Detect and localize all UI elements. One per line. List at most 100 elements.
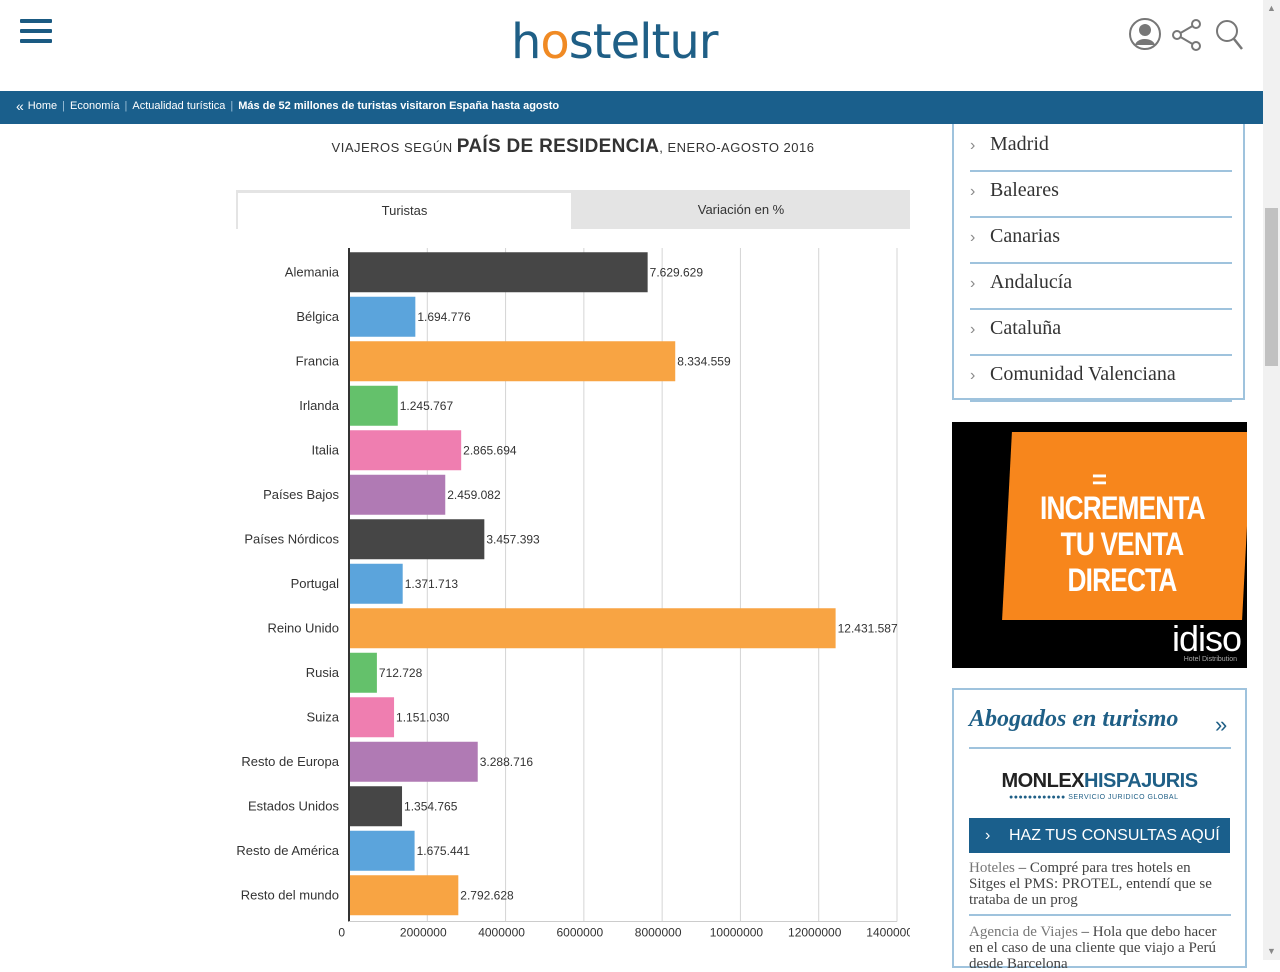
region-item[interactable]: › Andalucía (970, 262, 1232, 310)
tab-turistas[interactable]: Turistas (238, 193, 571, 229)
consultas-button[interactable]: › HAZ TUS CONSULTAS AQUÍ (969, 818, 1230, 853)
breadcrumb-economia[interactable]: Economía (70, 100, 120, 112)
category-label: Estados Unidos (248, 798, 340, 813)
double-chevron-left-icon: « (16, 97, 24, 114)
monlex-logo-sub: ●●●●●●●●●●●● SERVICIO JURIDICO GLOBAL (1009, 794, 1179, 801)
ad-brand: idiso (1171, 618, 1242, 659)
region-item[interactable]: › Baleares (970, 170, 1232, 218)
legal-title[interactable]: Abogados en turismo (969, 706, 1179, 732)
x-tick-label: 4000000 (478, 926, 525, 940)
breadcrumb-home[interactable]: Home (27, 100, 58, 112)
category-label: Irlanda (299, 398, 340, 413)
chevron-right-icon: › (970, 367, 976, 384)
value-label: 1.151.030 (396, 710, 450, 724)
ad-brand-sub: Hotel Distribution (1183, 656, 1237, 663)
x-tick-label: 6000000 (556, 926, 603, 940)
region-label: Cataluña (990, 317, 1062, 339)
divider (969, 747, 1231, 749)
category-label: Portugal (291, 576, 340, 591)
value-label: 8.334.559 (677, 354, 731, 368)
x-tick-label: 0 (338, 926, 345, 940)
menu-icon[interactable] (20, 19, 52, 47)
bar (349, 608, 836, 649)
bar (349, 519, 485, 560)
region-label: Comunidad Valenciana (990, 363, 1176, 385)
bar (349, 474, 446, 515)
breadcrumb-actualidad[interactable]: Actualidad turística (132, 100, 226, 112)
bar (349, 741, 478, 782)
x-tick-label: 2000000 (400, 926, 447, 940)
category-label: Bélgica (296, 309, 339, 324)
value-label: 3.288.716 (480, 755, 534, 769)
value-label: 2.865.694 (463, 443, 517, 457)
share-icon[interactable] (1170, 17, 1204, 51)
category-label: Países Nórdicos (244, 531, 339, 546)
scroll-down-icon[interactable]: ▼ (1267, 946, 1276, 956)
legal-box: Abogados en turismo » MONLEXHISPAJURIS ●… (952, 688, 1247, 972)
region-item[interactable]: › Comunidad Valenciana (970, 354, 1232, 402)
chart-tabs: Turistas Variación en % (236, 190, 910, 229)
category-label: Italia (312, 442, 340, 457)
ad-banner[interactable]: = INCREMENTA TU VENTA DIRECTA idiso Hote… (952, 422, 1247, 668)
breadcrumb-separator: | (62, 100, 65, 112)
bar (349, 652, 377, 693)
category-label: Países Bajos (263, 487, 339, 502)
site-logo[interactable]: hosteltur (511, 14, 718, 70)
region-item[interactable]: › Cataluña (970, 308, 1232, 356)
scrollbar-thumb[interactable] (1265, 208, 1278, 366)
breadcrumb: « Home | Economía | Actualidad turística… (0, 91, 1263, 124)
value-label: 7.629.629 (650, 265, 704, 279)
value-label: 1.675.441 (417, 844, 471, 858)
scroll-up-icon[interactable]: ▲ (1267, 3, 1276, 13)
bar (349, 341, 676, 382)
category-label: Suiza (306, 709, 339, 724)
category-label: Alemania (285, 264, 340, 279)
bar (349, 830, 415, 871)
value-label: 3.457.393 (486, 532, 540, 546)
bar (349, 252, 648, 293)
category-label: Francia (296, 353, 340, 368)
chevron-right-icon: › (970, 229, 976, 246)
region-label: Andalucía (990, 271, 1073, 293)
x-tick-label: 14000000 (866, 926, 910, 940)
legal-entry[interactable]: Agencia de Viajes – Hola que debo hacer … (969, 924, 1217, 972)
bar (349, 563, 403, 604)
category-label: Reino Unido (267, 620, 339, 635)
value-label: 712.728 (379, 666, 423, 680)
monlex-logo[interactable]: MONLEXHISPAJURIS (1001, 770, 1198, 792)
page-scrollbar[interactable]: ▲ ▼ (1263, 0, 1280, 960)
category-label: Resto de Europa (241, 754, 339, 769)
breadcrumb-separator: | (230, 100, 234, 112)
chevron-right-icon: › (970, 183, 976, 200)
value-label: 1.245.767 (400, 399, 454, 413)
bar (349, 875, 459, 916)
bar (349, 786, 403, 827)
region-item[interactable]: › Madrid (970, 124, 1232, 172)
search-icon[interactable] (1212, 17, 1246, 51)
breadcrumb-separator: | (124, 100, 128, 112)
chevron-right-icon: › (970, 275, 976, 292)
ad-mark: = (1091, 464, 1108, 494)
value-label: 1.354.765 (404, 799, 458, 813)
legal-entry[interactable]: Hoteles – Compré para tres hotels en Sit… (969, 860, 1212, 908)
regions-list: › Madrid › Baleares › Canarias › Andalucía › Cata… (952, 124, 1245, 402)
bar (349, 385, 398, 426)
user-icon[interactable] (1128, 17, 1162, 51)
x-tick-label: 8000000 (635, 926, 682, 940)
bar (349, 697, 395, 738)
divider (969, 914, 1231, 916)
breadcrumb-current: Más de 52 millones de turistas visitaron… (238, 100, 560, 112)
site-header: hosteltur (0, 0, 1263, 91)
value-label: 2.459.082 (447, 488, 501, 502)
bar (349, 430, 462, 471)
double-chevron-right-icon[interactable]: » (1215, 712, 1228, 737)
ad-headline: INCREMENTA TU VENTA DIRECTA (1040, 490, 1206, 598)
value-label: 1.371.713 (405, 577, 459, 591)
x-tick-label: 10000000 (710, 926, 764, 940)
region-label: Madrid (990, 133, 1049, 155)
bar-chart: Alemania 7.629.629 Bélgica 1.694.776 Francia… (236, 248, 910, 940)
region-item[interactable]: › Canarias (970, 216, 1232, 264)
category-label: Resto de América (236, 843, 339, 858)
tab-variacion[interactable]: Variación en % (697, 202, 785, 217)
category-label: Rusia (306, 665, 340, 680)
